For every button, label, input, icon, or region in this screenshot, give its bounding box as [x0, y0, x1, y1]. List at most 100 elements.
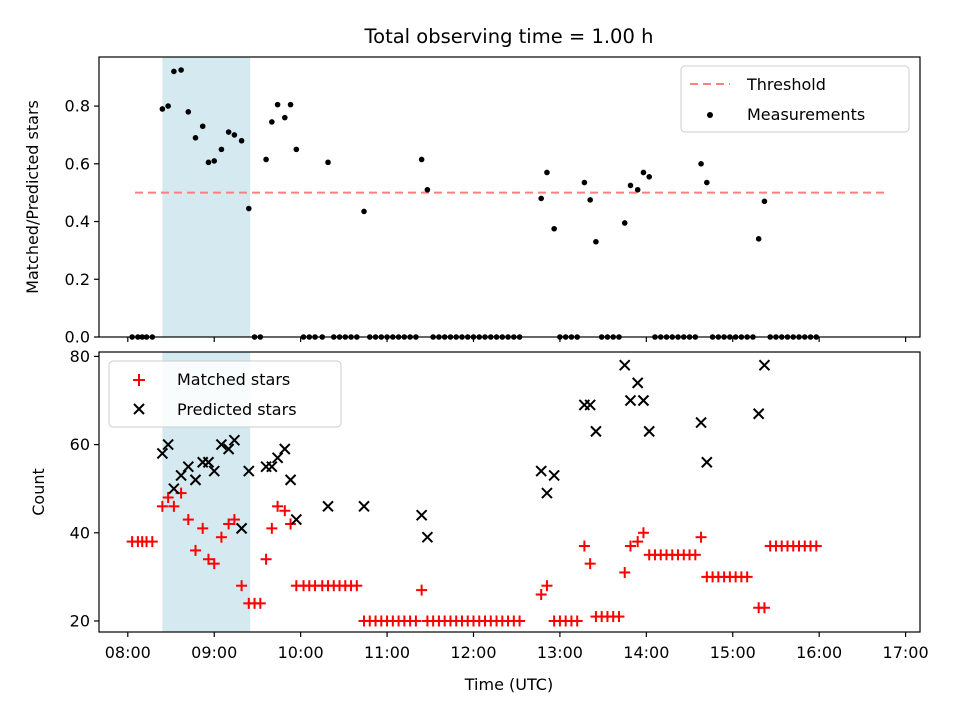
x-tick-label: 13:00	[537, 643, 583, 662]
x-axis-label: Time (UTC)	[464, 675, 553, 694]
matched-star-point	[156, 500, 168, 512]
x-tick-label: 16:00	[796, 643, 842, 662]
matched-star-point	[202, 553, 214, 565]
matched-star-point	[168, 500, 180, 512]
x-tick-label: 12:00	[450, 643, 496, 662]
predicted-star-point	[202, 456, 215, 468]
measurement-point	[325, 159, 331, 166]
predicted-star-point	[758, 359, 771, 371]
predicted-star-point	[208, 465, 220, 477]
matched-star-point	[578, 540, 590, 552]
predicted-star-point	[162, 438, 174, 451]
predicted-star-point	[322, 500, 334, 513]
bottom-legend-box	[108, 360, 342, 428]
measurement-point	[274, 101, 281, 108]
top-legend-box	[680, 65, 910, 133]
measurement-point	[287, 101, 294, 108]
matched-star-point	[637, 527, 649, 539]
measurement-point	[640, 169, 647, 176]
predicted-star-point	[235, 522, 248, 535]
predicted-star-point	[156, 447, 169, 460]
predicted-star-point	[358, 500, 370, 513]
x-tick-label: 10:00	[278, 643, 324, 662]
measurement-point	[755, 236, 762, 242]
measurement-point	[263, 156, 269, 163]
measurement-point	[199, 123, 206, 130]
measurement-point	[205, 159, 212, 166]
matched-star-point	[624, 540, 636, 552]
predicted-star-point	[535, 465, 547, 477]
bottom-y-axis-label: Count	[29, 468, 48, 516]
measurement-point	[245, 205, 252, 212]
measurement-point	[646, 173, 653, 180]
top-y-axis-label: Matched/Predicted stars	[23, 100, 42, 294]
measurement-point	[225, 129, 232, 135]
predicted-star-point	[590, 425, 602, 438]
matched-star-point	[266, 522, 278, 534]
legend-threshold-label: Threshold	[746, 75, 826, 94]
matched-star-point	[416, 584, 428, 596]
measurement-point	[538, 195, 544, 202]
measurement-point	[269, 119, 275, 125]
x-tick-label: 17:00	[883, 643, 929, 662]
predicted-star-point	[548, 469, 560, 482]
bottom-y-tick-label: 20	[70, 611, 90, 630]
bottom-y-tick-label: 60	[70, 435, 90, 454]
bottom-y-tick-label: 40	[70, 523, 90, 542]
matched-star-point	[351, 580, 363, 592]
matched-star-point	[162, 492, 174, 504]
predicted-star-point	[619, 359, 631, 371]
measurement-point	[178, 67, 184, 73]
measurement-point	[238, 137, 245, 144]
legend-measurements-swatch	[707, 112, 713, 118]
matched-star-point	[285, 518, 297, 530]
predicted-star-point	[695, 416, 707, 429]
predicted-star-point	[290, 513, 303, 526]
matched-star-point	[571, 615, 583, 627]
x-tick-label: 15:00	[710, 643, 756, 662]
matched-star-point	[689, 549, 701, 561]
matched-star-point	[695, 531, 707, 543]
measurement-point	[165, 103, 171, 109]
matched-star-point	[223, 518, 235, 530]
top-highlight-span	[162, 57, 251, 337]
x-tick-label: 11:00	[364, 643, 410, 662]
matched-star-point	[810, 540, 822, 552]
predicted-star-point	[175, 469, 187, 482]
measurement-point	[282, 114, 288, 121]
measurement-point	[634, 186, 641, 193]
predicted-star-point	[284, 474, 297, 486]
matched-star-point	[272, 500, 284, 512]
measurement-point	[361, 208, 367, 215]
predicted-star-point	[541, 487, 553, 499]
matched-star-point	[514, 615, 526, 627]
measurement-point	[159, 106, 166, 112]
top-panel: Total observing time = 1.00 h 0.0 0.2 0.4 0…	[23, 25, 921, 347]
top-chart-title: Total observing time = 1.00 h	[364, 25, 654, 48]
predicted-star-point	[415, 509, 428, 521]
matched-star-point	[741, 571, 753, 583]
predicted-star-point	[222, 443, 235, 455]
matched-star-point	[215, 531, 227, 543]
predicted-star-point	[182, 460, 195, 473]
measurement-point	[424, 186, 431, 193]
measurement-point	[544, 169, 550, 176]
matched-star-point	[228, 514, 240, 526]
top-y-tick-label: 0.2	[65, 270, 90, 289]
matched-star-point	[758, 602, 770, 614]
top-y-tick-label: 0.0	[65, 328, 90, 347]
top-plot-frame	[98, 56, 921, 338]
legend-predicted-swatch	[133, 403, 145, 415]
measurement-point	[621, 220, 628, 226]
measurement-point	[231, 132, 238, 138]
top-y-tick-label: 0.4	[65, 212, 90, 231]
top-y-tick-label: 0.8	[65, 97, 90, 116]
legend-predicted-label: Predicted stars	[177, 400, 297, 419]
measurement-point	[761, 198, 768, 205]
matched-star-point	[208, 558, 220, 570]
matched-star-point	[535, 589, 547, 601]
predicted-star-point	[584, 399, 596, 411]
predicted-star-point	[271, 452, 284, 464]
predicted-star-point	[168, 482, 180, 495]
top-y-tick-label: 0.6	[65, 154, 90, 173]
